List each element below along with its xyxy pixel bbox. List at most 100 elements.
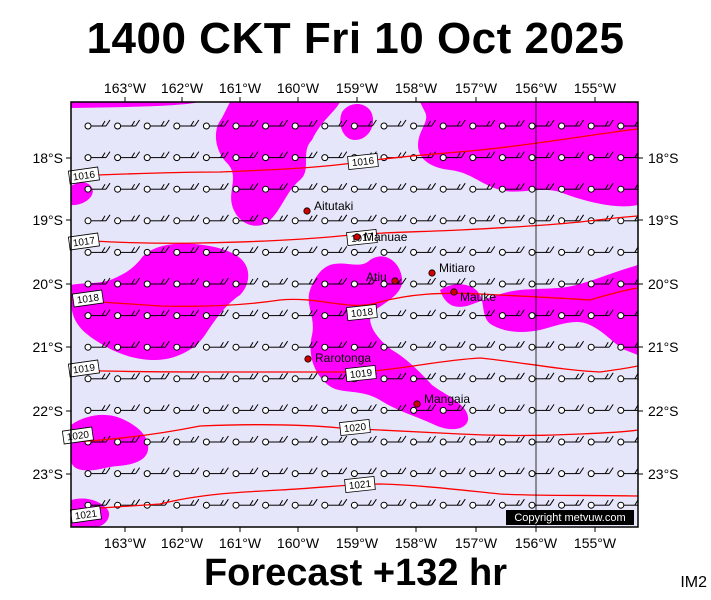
lat-label-left: 19°S bbox=[32, 212, 63, 228]
lat-label-right: 19°S bbox=[648, 212, 679, 228]
wind-barb bbox=[321, 435, 348, 446]
wind-barb bbox=[173, 214, 200, 225]
town-dot bbox=[303, 207, 311, 215]
isobar-label: 1018 bbox=[71, 289, 104, 308]
lon-label-top: 157°W bbox=[455, 80, 498, 96]
isobar-inline-label: 1018 bbox=[346, 304, 378, 321]
wind-barb bbox=[587, 277, 614, 288]
lat-label-left: 21°S bbox=[32, 339, 63, 355]
precip-small-patch bbox=[340, 103, 374, 140]
wind-barb bbox=[528, 151, 555, 162]
wind-barb bbox=[469, 246, 496, 256]
wind-barb bbox=[321, 404, 348, 414]
wind-barb bbox=[143, 340, 170, 351]
wind-barb bbox=[439, 498, 466, 509]
wind-barb bbox=[262, 467, 289, 478]
wind-barb bbox=[558, 498, 585, 509]
product-code: IM2 bbox=[680, 574, 707, 591]
wind-barb bbox=[380, 372, 407, 383]
wind-barb bbox=[114, 404, 141, 414]
precip-aitutaki-region bbox=[215, 102, 340, 226]
wind-barb bbox=[528, 498, 555, 509]
svg-text:1018: 1018 bbox=[350, 307, 374, 320]
wind-barb bbox=[202, 435, 229, 446]
lon-label-top: 161°W bbox=[219, 80, 262, 96]
wind-barb bbox=[439, 372, 466, 383]
wind-barb bbox=[498, 119, 525, 130]
wind-barb bbox=[262, 309, 289, 320]
wind-barb bbox=[321, 119, 348, 130]
wind-barb bbox=[439, 404, 466, 414]
lat-label-left: 23°S bbox=[32, 466, 63, 482]
wind-barb bbox=[84, 467, 111, 478]
town-label: Atiu bbox=[366, 270, 387, 284]
wind-barb bbox=[321, 277, 348, 288]
town-dot bbox=[450, 288, 458, 296]
wind-barbs bbox=[84, 119, 638, 509]
wind-barb bbox=[202, 151, 229, 162]
wind-barb bbox=[173, 309, 200, 320]
wind-barb bbox=[321, 151, 348, 162]
svg-text:1018: 1018 bbox=[76, 292, 100, 306]
wind-barb bbox=[350, 404, 377, 414]
wind-barb bbox=[469, 309, 496, 320]
town-dot bbox=[353, 233, 361, 241]
wind-barb bbox=[202, 404, 229, 414]
wind-barb bbox=[173, 119, 200, 130]
wind-barb bbox=[232, 498, 259, 509]
wind-barb bbox=[469, 119, 496, 130]
wind-barb bbox=[321, 467, 348, 478]
town-label: Manuae bbox=[364, 230, 408, 244]
town-dot bbox=[391, 277, 399, 285]
town-marker: Atiu bbox=[366, 270, 399, 285]
wind-barb bbox=[587, 340, 614, 351]
wind-barb bbox=[143, 404, 170, 414]
wind-barb bbox=[291, 467, 318, 478]
lon-label-top: 155°W bbox=[574, 80, 617, 96]
wind-barb bbox=[173, 404, 200, 414]
wind-barb bbox=[439, 151, 466, 162]
svg-text:1019: 1019 bbox=[349, 368, 373, 381]
wind-barb bbox=[202, 498, 229, 509]
lon-label-top: 159°W bbox=[336, 80, 379, 96]
svg-text:1021: 1021 bbox=[74, 508, 98, 522]
wind-barb bbox=[84, 404, 111, 414]
wind-barb bbox=[114, 435, 141, 446]
wind-barb bbox=[528, 309, 555, 320]
wind-barb bbox=[84, 119, 111, 130]
wind-barb bbox=[202, 309, 229, 320]
wind-barb bbox=[262, 214, 289, 225]
wind-barb bbox=[232, 309, 259, 320]
wind-barb bbox=[321, 309, 348, 320]
wind-barb bbox=[587, 467, 614, 478]
wind-barb bbox=[202, 467, 229, 478]
wind-barb bbox=[232, 214, 259, 225]
wind-barb bbox=[528, 119, 555, 130]
lat-label-left: 20°S bbox=[32, 276, 63, 292]
wind-barb bbox=[350, 277, 377, 288]
wind-barb bbox=[380, 214, 407, 225]
wind-barb bbox=[262, 119, 289, 130]
wind-barb bbox=[528, 246, 555, 256]
wind-barb bbox=[528, 340, 555, 351]
wind-barb bbox=[469, 498, 496, 509]
wind-barb bbox=[202, 372, 229, 383]
svg-text:1016: 1016 bbox=[72, 169, 96, 183]
wind-barb bbox=[380, 404, 407, 414]
wind-barb bbox=[558, 435, 585, 446]
wind-barb bbox=[528, 214, 555, 225]
wind-barb bbox=[114, 246, 141, 256]
lon-label-bottom: 162°W bbox=[161, 535, 204, 551]
lon-label-bottom: 158°W bbox=[395, 535, 438, 551]
wind-barb bbox=[232, 467, 259, 478]
wind-barb bbox=[232, 340, 259, 351]
wind-barb bbox=[410, 435, 437, 446]
svg-text:1020: 1020 bbox=[66, 429, 90, 443]
lon-label-bottom: 157°W bbox=[455, 535, 498, 551]
wind-barb bbox=[410, 246, 437, 256]
town-marker: Mauke bbox=[450, 288, 496, 304]
svg-text:1016: 1016 bbox=[351, 156, 375, 169]
wind-barb bbox=[498, 182, 525, 193]
wind-barb bbox=[617, 341, 638, 351]
wind-barb bbox=[143, 151, 170, 162]
